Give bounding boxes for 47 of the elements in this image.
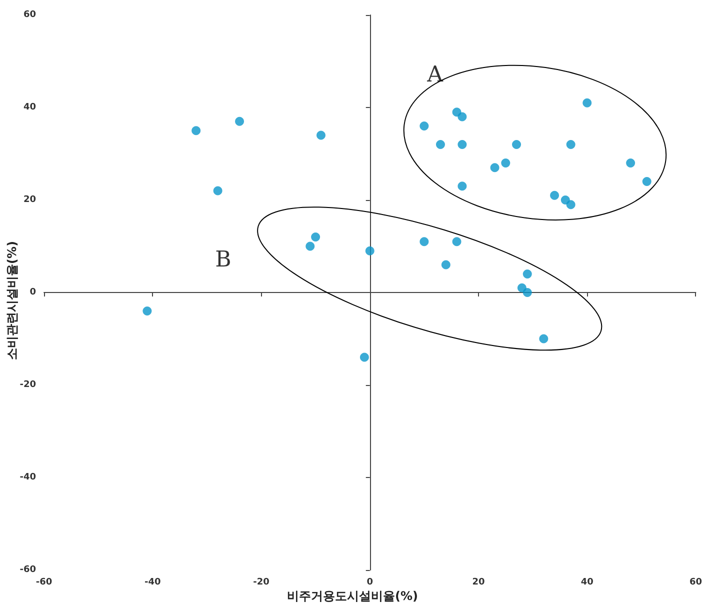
x-tick-label: 40 [580, 578, 594, 588]
annotation: B [215, 248, 232, 273]
y-axis-title: 소비관련시설비율(%) [5, 241, 19, 360]
point [566, 140, 576, 149]
y-tick-label: 60 [23, 10, 36, 20]
y-tick-label: 0 [30, 288, 36, 298]
y-tick-label: 20 [23, 195, 36, 205]
point [458, 112, 467, 122]
x-tick-label: -40 [144, 578, 161, 588]
point [539, 334, 548, 344]
point [192, 126, 201, 136]
y-tick-label: -40 [20, 472, 36, 482]
x-tick-label: -20 [253, 578, 270, 588]
point [501, 158, 510, 168]
x-tick-label: 20 [472, 578, 485, 588]
point [316, 130, 326, 140]
point [142, 306, 152, 316]
point [452, 237, 462, 246]
point [306, 242, 315, 251]
point [420, 237, 429, 246]
annotation: A [426, 62, 444, 88]
point [311, 232, 320, 242]
point [490, 163, 500, 172]
y-tick-label: -20 [20, 380, 36, 390]
x-axis-title: 비주거용도시설비율(%) [287, 589, 418, 603]
y-tick-label: -60 [20, 565, 36, 575]
y-tick-label: 40 [23, 102, 36, 112]
point [512, 140, 522, 149]
x-tick-label: 60 [689, 578, 702, 588]
point [441, 260, 450, 270]
point [360, 352, 369, 362]
point [235, 116, 244, 126]
point [458, 182, 467, 191]
point [566, 200, 576, 210]
point [626, 158, 636, 168]
x-tick-label: 0 [366, 578, 373, 588]
point [550, 190, 560, 200]
point [420, 122, 429, 130]
point [213, 186, 222, 196]
point [365, 246, 374, 256]
point [642, 177, 652, 186]
point [582, 98, 592, 108]
point [436, 140, 445, 149]
point [522, 288, 532, 297]
point [522, 270, 532, 278]
x-tick-label: -60 [36, 578, 52, 588]
point [458, 140, 467, 149]
